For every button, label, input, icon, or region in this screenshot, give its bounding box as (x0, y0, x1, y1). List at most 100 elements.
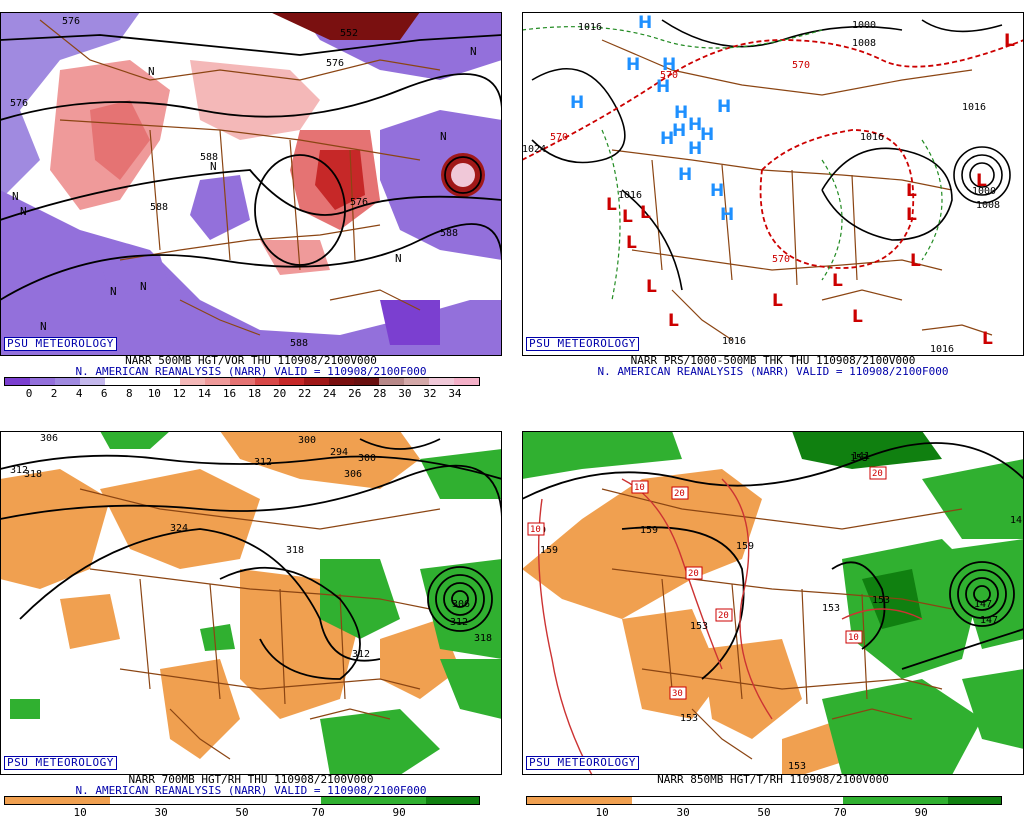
vort-marker: N (440, 130, 447, 143)
legend-tick-label: 16 (222, 387, 237, 400)
temperature-labels: 10 20 20 20 10 30 20 10 (527, 466, 887, 700)
legend-swatch (110, 797, 164, 804)
low-marker: L (852, 307, 863, 327)
low-marker: L (1004, 31, 1015, 51)
contour-label: 312 (10, 465, 28, 476)
isobar-label: 1016 (930, 344, 954, 355)
vort-marker: N (110, 285, 117, 298)
low-marker: L (772, 291, 783, 311)
low-marker: L (646, 277, 657, 297)
contour-labels: 141 159 159 153 153 153 153 147 147 159 … (534, 451, 1024, 772)
contour-label: 141 (852, 451, 870, 462)
legend-tick-label: 6 (100, 387, 108, 400)
legend-swatch (163, 797, 216, 804)
legend-tick-label: 18 (247, 387, 262, 400)
isobar-label: 1016 (860, 132, 884, 143)
contour-labels: 576 552 576 588 588 576 588 588 576 (10, 16, 458, 349)
temp-label: 20 (718, 611, 729, 621)
panel-caption-line1: NARR PRS/1000-500MB THK THU 110908/2100V… (630, 354, 916, 367)
contour-label: 312 (254, 457, 272, 468)
temp-label: 10 (848, 633, 859, 643)
panel-700mb: 306 294 300 312 318 324 318 312 306 312 … (0, 419, 502, 819)
temp-label: 10 (530, 525, 541, 535)
legend-swatch (321, 797, 374, 804)
panel-caption-line2: N. AMERICAN REANALYSIS (NARR) VALID = 11… (75, 784, 427, 797)
legend-tick-label: 24 (323, 387, 337, 400)
high-marker: H (672, 121, 686, 141)
contour-label: 153 (822, 603, 840, 614)
legend-swatch (632, 797, 686, 804)
legend-tick-label: 10 (147, 387, 161, 400)
borders (601, 39, 993, 341)
vort-marker: N (395, 252, 402, 265)
vort-marker: N (20, 205, 27, 218)
thickness-label: 570 (772, 254, 790, 265)
legend-tick-label: 50 (235, 806, 249, 819)
isobar-label: 1008 (852, 38, 876, 49)
legend-tick-label: 90 (392, 806, 406, 819)
isobar-label: 1024 (522, 144, 546, 155)
legend-swatch (57, 797, 111, 804)
legend-swatch (5, 378, 30, 385)
legend-colorbar (4, 796, 480, 805)
rh-shading (0, 431, 502, 775)
contour-label: 576 (10, 98, 28, 109)
high-marker: H (720, 205, 734, 225)
legend-swatch (104, 378, 130, 385)
thickness-labels: 570 570 570 570 (550, 60, 810, 265)
contour-label: 153 (788, 761, 806, 772)
contour-label: 294 (330, 447, 348, 458)
temp-label: 30 (672, 689, 683, 699)
legend-swatch (304, 378, 330, 385)
contour-label: 576 (326, 58, 344, 69)
isobar-label: 1016 (578, 22, 602, 33)
contour-label: 159 (640, 525, 658, 536)
legend-tick-label: 70 (833, 806, 847, 819)
contour-label: 147 (974, 599, 992, 610)
panel-surface: 1016 1000 1008 1016 1024 1016 1016 1016 … (522, 0, 1024, 400)
high-marker: H (638, 13, 652, 33)
contour-labels: 306 294 300 312 318 324 318 312 306 312 … (10, 433, 492, 660)
height-contours (0, 438, 502, 680)
thickness-label: 570 (792, 60, 810, 71)
map-background (522, 12, 1024, 356)
contour-label: 318 (474, 633, 492, 644)
legend-swatch (179, 378, 205, 385)
high-marker: H (688, 115, 702, 135)
legend-swatch (254, 378, 280, 385)
vort-marker: N (470, 45, 477, 58)
legend-tick-label: 20 (272, 387, 287, 400)
legend-tick-label: 70 (311, 806, 325, 819)
legend-swatch (685, 797, 738, 804)
legend-swatch (204, 378, 230, 385)
legend-swatch (215, 797, 269, 804)
isobar-label: 1016 (962, 102, 986, 113)
contour-label: 147 (980, 615, 998, 626)
legend-tick-label: 22 (298, 387, 312, 400)
legend-tick-label: 26 (348, 387, 362, 400)
legend-swatch (790, 797, 844, 804)
legend-swatch (354, 378, 380, 385)
legend-tick-label: 32 (423, 387, 437, 400)
legend-tick-label: 50 (757, 806, 771, 819)
map-500mb: 576 552 576 588 588 576 588 588 576 N N … (0, 12, 502, 356)
high-marker: H (717, 97, 731, 117)
contour-label: 153 (690, 621, 708, 632)
legend-colorbar (526, 796, 1002, 805)
temp-label: 20 (872, 469, 883, 479)
high-marker: H (626, 55, 640, 75)
low-marker: L (640, 203, 651, 223)
low-centers: L L L L L L L L L L L L L L L (606, 31, 1015, 349)
high-marker: H (688, 139, 702, 159)
legend-tick-label: 10 (73, 806, 87, 819)
legend-tick-label: 30 (398, 387, 412, 400)
legend-swatch (129, 378, 155, 385)
isobar-label: 1000 (852, 20, 876, 31)
contour-label: 153 (850, 453, 868, 464)
panel-caption-line2: N. AMERICAN REANALYSIS (NARR) VALID = 11… (597, 365, 949, 378)
high-marker: H (678, 165, 692, 185)
panel-caption-line2: N. AMERICAN REANALYSIS (NARR) VALID = 11… (75, 365, 427, 378)
temp-label: 20 (688, 569, 699, 579)
contour-label: 153 (680, 713, 698, 724)
legend-swatch (426, 797, 480, 804)
